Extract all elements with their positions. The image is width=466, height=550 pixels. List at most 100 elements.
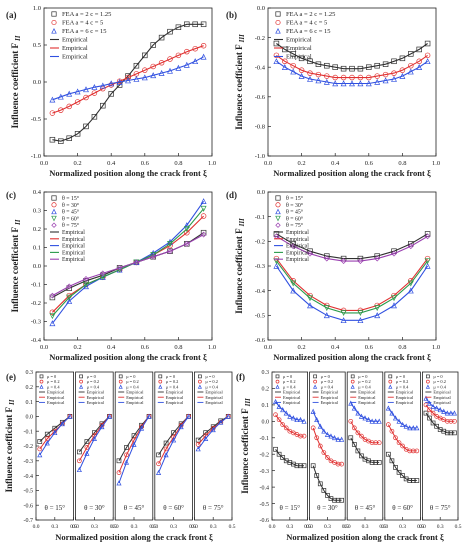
legend-marker	[350, 379, 355, 384]
data-point	[382, 61, 389, 67]
x-tick-label: 0.5	[229, 524, 236, 530]
empirical-line	[52, 23, 204, 142]
legend-entry: θ = 30°	[286, 202, 304, 209]
x-tick-label: 0.4	[331, 160, 340, 167]
series-e-2-2	[116, 413, 152, 486]
data-point	[186, 413, 192, 419]
data-point	[408, 51, 414, 57]
legend-entry: μ = 0.4	[205, 384, 218, 389]
empirical-line	[197, 415, 229, 441]
y-tick-label: 0.3	[262, 370, 270, 376]
legend-entry: Empirical	[358, 395, 376, 400]
data-point	[391, 302, 397, 309]
y-tick-label: -1.0	[31, 153, 41, 160]
data-point	[91, 435, 97, 441]
legend-marker	[158, 384, 163, 389]
data-point	[427, 407, 432, 413]
legend-entry: FEA a = 6 c = 15	[286, 28, 331, 35]
x-tick-label: 0.0	[344, 524, 351, 530]
data-point	[373, 460, 379, 465]
data-point	[307, 302, 313, 309]
data-point	[399, 55, 406, 62]
data-point	[158, 34, 165, 41]
data-point	[225, 413, 231, 419]
empirical-line	[387, 424, 417, 452]
legend-entry: Empirical	[396, 390, 414, 395]
data-point	[389, 428, 395, 434]
data-point	[324, 62, 330, 69]
legend-entry: FEA a = 4 c = 5	[62, 20, 103, 27]
series-b-0	[273, 40, 431, 72]
data-point	[332, 74, 338, 81]
data-point	[59, 421, 65, 427]
subpanel-angle-label: θ = 30°	[84, 504, 105, 512]
legend-entry: FEA a = 6 c = 15	[62, 28, 107, 35]
series-d-4	[273, 233, 431, 264]
data-point	[74, 131, 81, 137]
legend-marker	[313, 379, 317, 384]
x-axis-label: Normalized position along the crack fron…	[273, 168, 431, 178]
data-point	[385, 405, 391, 411]
data-point	[324, 73, 330, 79]
data-point	[280, 422, 286, 427]
x-tick-label: 0.0	[264, 344, 272, 351]
series-f-3-2	[385, 405, 420, 431]
y-tick-label: 0.3	[33, 208, 41, 215]
data-point	[273, 40, 280, 47]
x-tick-label: 0.2	[298, 160, 306, 167]
series-d-2	[273, 262, 431, 324]
data-point	[426, 400, 433, 406]
series-f-3-0	[386, 451, 420, 483]
data-point	[49, 313, 56, 320]
data-point	[355, 448, 361, 454]
x-tick-label: 0.5	[342, 524, 349, 530]
data-point	[410, 425, 416, 431]
series-f-1-0	[310, 463, 344, 503]
legend-entry: Empirical	[205, 390, 223, 395]
data-point	[376, 418, 382, 424]
data-point	[307, 250, 313, 257]
data-point	[142, 52, 148, 59]
y-tick-label: -0.1	[260, 436, 270, 442]
data-point	[192, 45, 198, 52]
data-point	[448, 430, 454, 436]
data-point	[408, 62, 414, 69]
legend-entry: μ = 0.2	[433, 379, 446, 384]
x-tick-label: 0.3	[170, 524, 177, 530]
legend-entry: Empirical	[286, 257, 309, 263]
data-point	[124, 452, 129, 458]
data-point	[183, 61, 190, 68]
y-tick-label: -0.5	[255, 313, 265, 320]
data-point	[399, 72, 406, 79]
legend-entry: Empirical	[283, 390, 301, 395]
y-tick-label: -0.3	[255, 263, 265, 270]
data-point	[424, 233, 431, 240]
y-tick-label: 0.1	[262, 403, 270, 409]
data-point	[301, 418, 307, 424]
panel-d: 0.0 0.2 0.4 0.6 0.8 1.0 0.0 -0.1 -0.2 -0.3 -0.4 -0.…	[226, 189, 440, 351]
data-point	[448, 418, 454, 424]
data-point	[393, 435, 398, 441]
data-point	[283, 425, 289, 431]
panel-label: (b)	[226, 10, 237, 20]
y-tick-label: -0.4	[260, 485, 270, 491]
data-point	[351, 425, 357, 431]
legend-entry: θ = 15°	[286, 195, 304, 202]
x-tick-label: 0.0	[264, 160, 272, 167]
legend-marker	[350, 384, 355, 389]
legend-entry: μ = 0.2	[166, 379, 179, 384]
legend-entry: Empirical	[205, 400, 223, 405]
y-tick-label: -0.6	[255, 337, 266, 344]
data-point	[427, 415, 432, 421]
x-tick-label: 0.3	[324, 524, 331, 530]
x-tick-label: 0.6	[141, 344, 150, 351]
data-point	[414, 478, 420, 483]
data-point	[310, 463, 316, 469]
x-tick-label: 1.0	[208, 160, 216, 167]
legend-marker	[39, 384, 44, 389]
data-point	[444, 418, 450, 424]
legend-entry: Empirical	[126, 395, 144, 400]
data-point	[403, 476, 409, 482]
data-point	[407, 287, 414, 294]
x-tick-label: 0.0	[269, 524, 276, 530]
